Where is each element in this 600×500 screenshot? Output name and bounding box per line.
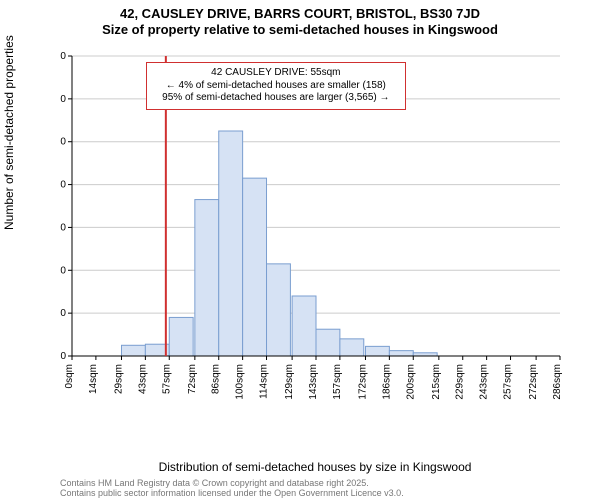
svg-text:57sqm: 57sqm	[161, 364, 172, 394]
svg-text:86sqm: 86sqm	[211, 364, 222, 394]
svg-text:29sqm: 29sqm	[113, 364, 124, 394]
svg-text:14sqm: 14sqm	[88, 364, 99, 394]
callout-larger: 95% of semi-detached houses are larger (…	[153, 92, 399, 105]
svg-text:157sqm: 157sqm	[332, 364, 343, 400]
svg-text:200: 200	[60, 308, 66, 319]
svg-text:286sqm: 286sqm	[552, 364, 563, 400]
footer-line1: Contains HM Land Registry data © Crown c…	[60, 478, 404, 488]
svg-text:800: 800	[60, 180, 66, 191]
svg-text:215sqm: 215sqm	[431, 364, 442, 400]
y-axis-label: Number of semi-detached properties	[2, 35, 16, 230]
attribution-footer: Contains HM Land Registry data © Crown c…	[60, 478, 404, 499]
svg-text:72sqm: 72sqm	[187, 364, 198, 394]
svg-text:129sqm: 129sqm	[284, 364, 295, 400]
svg-text:1000: 1000	[60, 137, 66, 148]
svg-text:272sqm: 272sqm	[528, 364, 539, 400]
title-line2: Size of property relative to semi-detach…	[0, 22, 600, 38]
svg-text:400: 400	[60, 265, 66, 276]
x-axis-label: Distribution of semi-detached houses by …	[60, 460, 570, 474]
svg-text:43sqm: 43sqm	[137, 364, 148, 394]
svg-text:243sqm: 243sqm	[479, 364, 490, 400]
svg-text:200sqm: 200sqm	[405, 364, 416, 400]
svg-text:100sqm: 100sqm	[235, 364, 246, 400]
svg-text:0: 0	[60, 351, 66, 362]
callout-title: 42 CAUSLEY DRIVE: 55sqm	[153, 67, 399, 80]
svg-text:143sqm: 143sqm	[308, 364, 319, 400]
svg-text:186sqm: 186sqm	[381, 364, 392, 400]
chart-title: 42, CAUSLEY DRIVE, BARRS COURT, BRISTOL,…	[0, 0, 600, 39]
svg-text:0sqm: 0sqm	[64, 364, 75, 388]
property-callout: 42 CAUSLEY DRIVE: 55sqm ← 4% of semi-det…	[146, 62, 406, 110]
title-line1: 42, CAUSLEY DRIVE, BARRS COURT, BRISTOL,…	[0, 6, 600, 22]
svg-text:172sqm: 172sqm	[357, 364, 368, 400]
callout-smaller: ← 4% of semi-detached houses are smaller…	[153, 80, 399, 93]
svg-text:1200: 1200	[60, 94, 66, 105]
svg-text:257sqm: 257sqm	[503, 364, 514, 400]
svg-text:1400: 1400	[60, 51, 66, 62]
svg-text:114sqm: 114sqm	[259, 364, 270, 399]
footer-line2: Contains public sector information licen…	[60, 488, 404, 498]
svg-text:229sqm: 229sqm	[455, 364, 466, 400]
svg-text:600: 600	[60, 222, 66, 233]
